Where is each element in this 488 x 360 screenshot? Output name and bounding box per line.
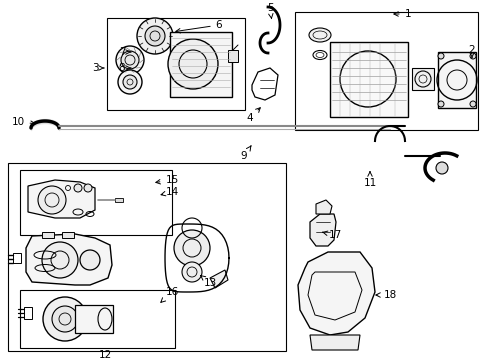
Circle shape (435, 162, 447, 174)
Polygon shape (315, 200, 331, 214)
Bar (75, 305, 113, 333)
Text: 2: 2 (468, 45, 474, 58)
Circle shape (137, 18, 173, 54)
Circle shape (52, 306, 78, 332)
Polygon shape (309, 335, 359, 350)
Bar (20, 170, 172, 235)
Circle shape (80, 250, 100, 270)
Circle shape (437, 101, 443, 107)
Circle shape (123, 75, 137, 89)
Circle shape (121, 51, 139, 69)
Circle shape (43, 297, 87, 341)
Circle shape (145, 26, 164, 46)
Bar (107, 18, 244, 110)
Circle shape (168, 39, 218, 89)
Text: 13: 13 (200, 275, 216, 288)
Text: 4: 4 (246, 108, 260, 123)
Text: 11: 11 (363, 172, 376, 188)
Bar (62, 232, 74, 238)
Text: 9: 9 (240, 146, 250, 161)
Text: 17: 17 (322, 230, 341, 240)
Polygon shape (209, 270, 227, 288)
Polygon shape (297, 252, 374, 335)
Bar (227, 50, 238, 62)
Text: 14: 14 (161, 187, 178, 197)
Text: 5: 5 (266, 3, 273, 19)
Circle shape (74, 184, 82, 192)
Circle shape (469, 53, 475, 59)
Bar (8, 163, 285, 351)
Bar (437, 52, 475, 108)
Circle shape (174, 230, 209, 266)
Bar (170, 32, 231, 97)
Circle shape (116, 46, 143, 74)
Circle shape (469, 101, 475, 107)
Circle shape (84, 184, 92, 192)
Bar (294, 12, 477, 130)
Text: 1: 1 (393, 9, 410, 19)
Circle shape (42, 242, 78, 278)
Bar (13, 253, 21, 263)
Polygon shape (26, 234, 112, 285)
Text: 8: 8 (119, 63, 131, 73)
Bar (115, 198, 123, 202)
Polygon shape (28, 180, 95, 218)
Bar (24, 307, 32, 319)
Bar (411, 68, 433, 90)
Text: 12: 12 (98, 350, 111, 360)
Ellipse shape (308, 28, 330, 42)
Polygon shape (309, 214, 335, 246)
Bar (20, 290, 175, 348)
Text: 15: 15 (156, 175, 178, 185)
Text: 16: 16 (161, 287, 178, 302)
Text: 10: 10 (11, 117, 35, 127)
Circle shape (182, 262, 202, 282)
Text: 3: 3 (92, 63, 103, 73)
Circle shape (118, 70, 142, 94)
Text: 6: 6 (176, 20, 222, 33)
Circle shape (38, 186, 66, 214)
Circle shape (437, 53, 443, 59)
Text: 7: 7 (119, 47, 131, 57)
Bar (329, 42, 407, 117)
Bar (42, 232, 54, 238)
Text: 18: 18 (375, 290, 396, 300)
